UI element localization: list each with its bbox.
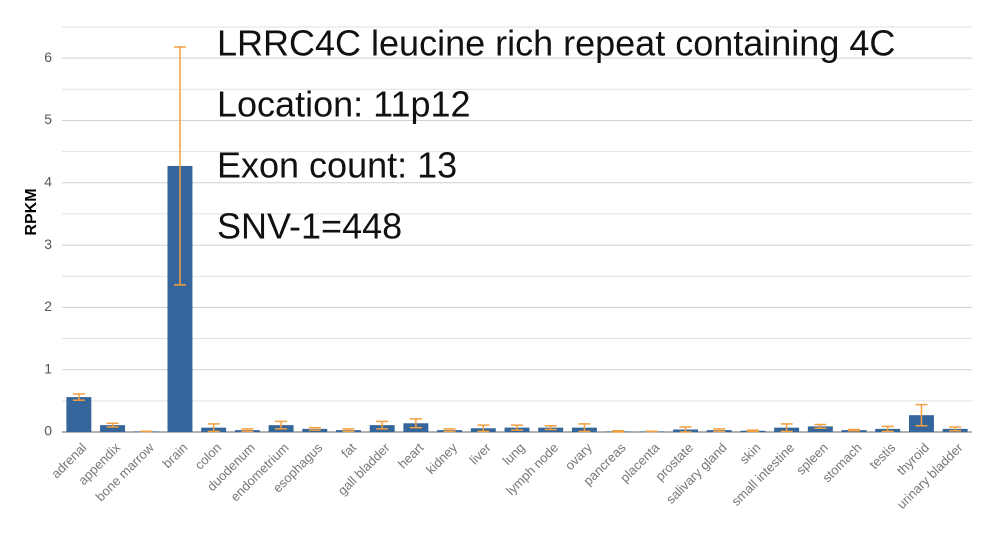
x-tick-label: liver [466, 439, 494, 467]
error-bar [511, 424, 523, 431]
y-tick-label: 2 [44, 298, 52, 314]
error-bar [679, 426, 692, 433]
error-bar [241, 428, 254, 433]
y-tick-label: 6 [44, 49, 52, 65]
x-tick-label: lung [500, 440, 528, 468]
error-bar [376, 420, 389, 430]
x-tick-label: skin [737, 440, 764, 467]
annotation: Location: 11p12 [217, 84, 471, 125]
bar [66, 397, 92, 432]
y-axis-label: RPKM [23, 188, 40, 235]
annotation: SNV-1=448 [217, 206, 402, 247]
error-bar [342, 428, 355, 433]
error-bar [746, 429, 759, 433]
error-bar [612, 430, 625, 433]
error-bar [72, 393, 85, 401]
error-bar [578, 423, 591, 433]
error-bar [814, 423, 827, 430]
error-bar [915, 403, 928, 427]
error-bar [848, 428, 861, 432]
error-bar [173, 46, 186, 286]
bar [807, 426, 833, 432]
error-bar [544, 425, 557, 431]
error-bar [881, 425, 894, 433]
y-tick-label: 4 [44, 173, 52, 189]
error-bar [275, 420, 288, 430]
x-tick-label: brain [159, 440, 190, 471]
error-bar [477, 424, 490, 433]
error-bar [780, 423, 793, 433]
x-tick-label: fat [338, 440, 359, 461]
bar [100, 425, 126, 432]
error-bar [949, 426, 962, 432]
error-bar [713, 428, 726, 433]
error-bar [443, 428, 456, 433]
error-bar [106, 422, 119, 428]
error-bar [207, 423, 220, 433]
y-tick-label: 5 [44, 111, 52, 127]
y-tick-label: 3 [44, 236, 52, 252]
error-bar [409, 418, 422, 429]
x-tick-label: kidney [423, 440, 461, 478]
error-bar [308, 426, 321, 431]
y-tick-label: 1 [44, 360, 52, 376]
y-tick-label: 0 [44, 423, 52, 439]
annotation: Exon count: 13 [217, 145, 457, 186]
annotation: LRRC4C leucine rich repeat containing 4C [217, 23, 895, 64]
